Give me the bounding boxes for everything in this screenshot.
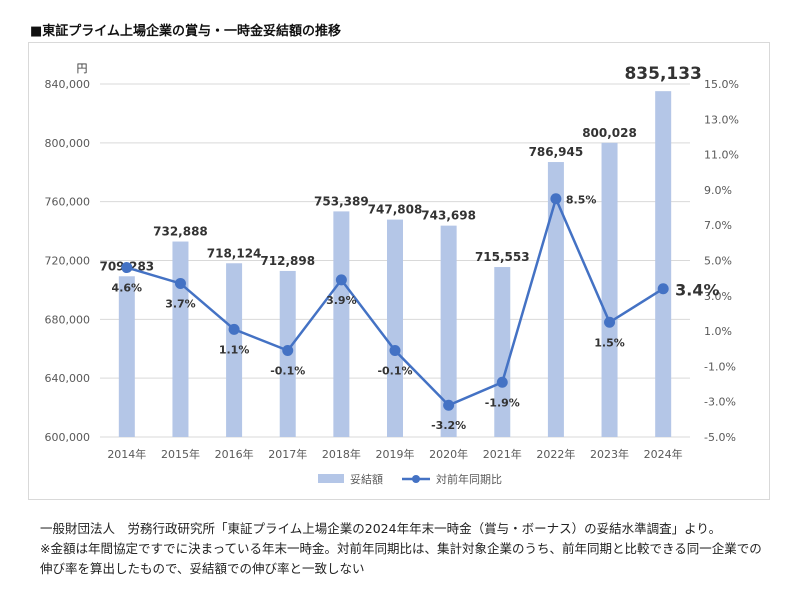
source-note-line-3: 伸び率を算出したもので、妥結額での伸び率と一致しない — [40, 561, 365, 576]
right-axis-tick-label: 1.0% — [704, 325, 732, 338]
right-axis-tick-label: 11.0% — [704, 149, 739, 162]
legend-label-line: 対前年同期比 — [436, 472, 502, 486]
line-value-label: 3.7% — [165, 297, 196, 310]
source-note-line-2: ※金額は年間協定ですでに決まっている年末一時金。対前年同期比は、集計対象企業のう… — [40, 541, 762, 556]
bar — [601, 142, 618, 437]
right-axis-tick-label: 7.0% — [704, 219, 732, 232]
line-value-label: 1.1% — [219, 343, 250, 356]
left-axis-unit: 円 — [77, 62, 88, 75]
left-axis-tick-label: 720,000 — [45, 255, 91, 268]
line-value-label: 3.9% — [326, 294, 357, 307]
x-axis-tick-label: 2020年 — [429, 447, 468, 461]
left-axis-tick-label: 840,000 — [45, 78, 91, 91]
legend-label-bar: 妥結額 — [350, 472, 383, 486]
x-axis-tick-label: 2021年 — [483, 447, 522, 461]
right-axis-tick-label: -5.0% — [704, 431, 736, 444]
bar-value-label: 786,945 — [529, 145, 584, 159]
right-axis-tick-label: 13.0% — [704, 113, 739, 126]
x-axis-tick-label: 2017年 — [268, 447, 307, 461]
chart-title: ■東証プライム上場企業の賞与・一時金妥結額の推移 — [30, 24, 342, 39]
line-marker — [121, 262, 133, 274]
line-value-label: -0.1% — [270, 365, 305, 378]
line-marker — [604, 316, 616, 328]
x-axis-tick-label: 2019年 — [376, 447, 415, 461]
bar-value-label: 753,389 — [314, 194, 369, 208]
line-value-label: 1.5% — [594, 336, 625, 349]
bar — [440, 225, 457, 437]
bar-value-label: 718,124 — [207, 246, 262, 260]
x-axis-tick-label: 2022年 — [536, 447, 575, 461]
bar — [494, 267, 511, 437]
line-marker — [228, 323, 240, 335]
bar-value-label: 743,698 — [421, 209, 476, 223]
line-value-label: -1.9% — [485, 396, 520, 409]
line-marker — [282, 345, 294, 357]
bar — [387, 219, 403, 437]
line-marker — [389, 345, 401, 357]
bar — [655, 91, 672, 438]
left-axis-tick-label: 600,000 — [45, 431, 91, 444]
legend-swatch-bar — [318, 474, 344, 483]
bar — [172, 241, 189, 437]
line-marker — [496, 376, 508, 388]
left-axis-tick-label: 760,000 — [45, 196, 91, 209]
right-axis-tick-label: 15.0% — [704, 78, 739, 91]
chart: 600,000 640,000 680,000 720,000 760,000 800,0… — [45, 62, 739, 486]
bar-value-label: 835,133 — [624, 64, 701, 84]
left-axis-tick-label: 800,000 — [45, 137, 91, 150]
right-axis-tick-label: 5.0% — [704, 255, 732, 268]
line-marker — [657, 283, 669, 295]
line-marker — [174, 277, 186, 289]
x-axis-tick-label: 2014年 — [107, 447, 146, 461]
x-axis-tick-label: 2015年 — [161, 447, 200, 461]
bar-value-label: 747,808 — [368, 203, 423, 217]
right-axis-tick-label: 3.0% — [704, 290, 732, 303]
x-axis-tick-label: 2016年 — [215, 447, 254, 461]
bar-value-label: 800,028 — [582, 126, 637, 140]
bar — [118, 276, 135, 437]
bar — [547, 162, 564, 437]
line-value-label: 8.5% — [566, 194, 597, 207]
x-axis-tick-label: 2018年 — [322, 447, 361, 461]
bar-value-label: 715,553 — [475, 250, 530, 264]
line-value-label: -3.2% — [431, 419, 466, 432]
line-marker — [443, 399, 455, 411]
line-value-label: 4.6% — [112, 282, 143, 295]
bar — [226, 263, 243, 437]
line-value-label: -0.1% — [377, 365, 412, 378]
bar-value-label: 732,888 — [153, 225, 208, 239]
legend-marker-line — [412, 475, 420, 483]
source-note-line-1: 一般財団法人 労務行政研究所「東証プライム上場企業の2024年年末一時金（賞与・… — [40, 521, 722, 536]
right-axis-tick-label: -3.0% — [704, 396, 736, 409]
line-marker — [335, 274, 347, 286]
bar — [333, 211, 350, 437]
x-axis-tick-label: 2023年 — [590, 447, 629, 461]
right-axis-tick-label: -1.0% — [704, 360, 736, 373]
left-axis-tick-label: 680,000 — [45, 313, 91, 326]
left-axis-tick-label: 640,000 — [45, 372, 91, 385]
bar-value-label: 712,898 — [260, 254, 315, 268]
line-value-label: 3.4% — [675, 281, 719, 300]
line-marker — [550, 193, 562, 205]
right-axis-tick-label: 9.0% — [704, 184, 732, 197]
x-axis-tick-label: 2024年 — [644, 447, 683, 461]
